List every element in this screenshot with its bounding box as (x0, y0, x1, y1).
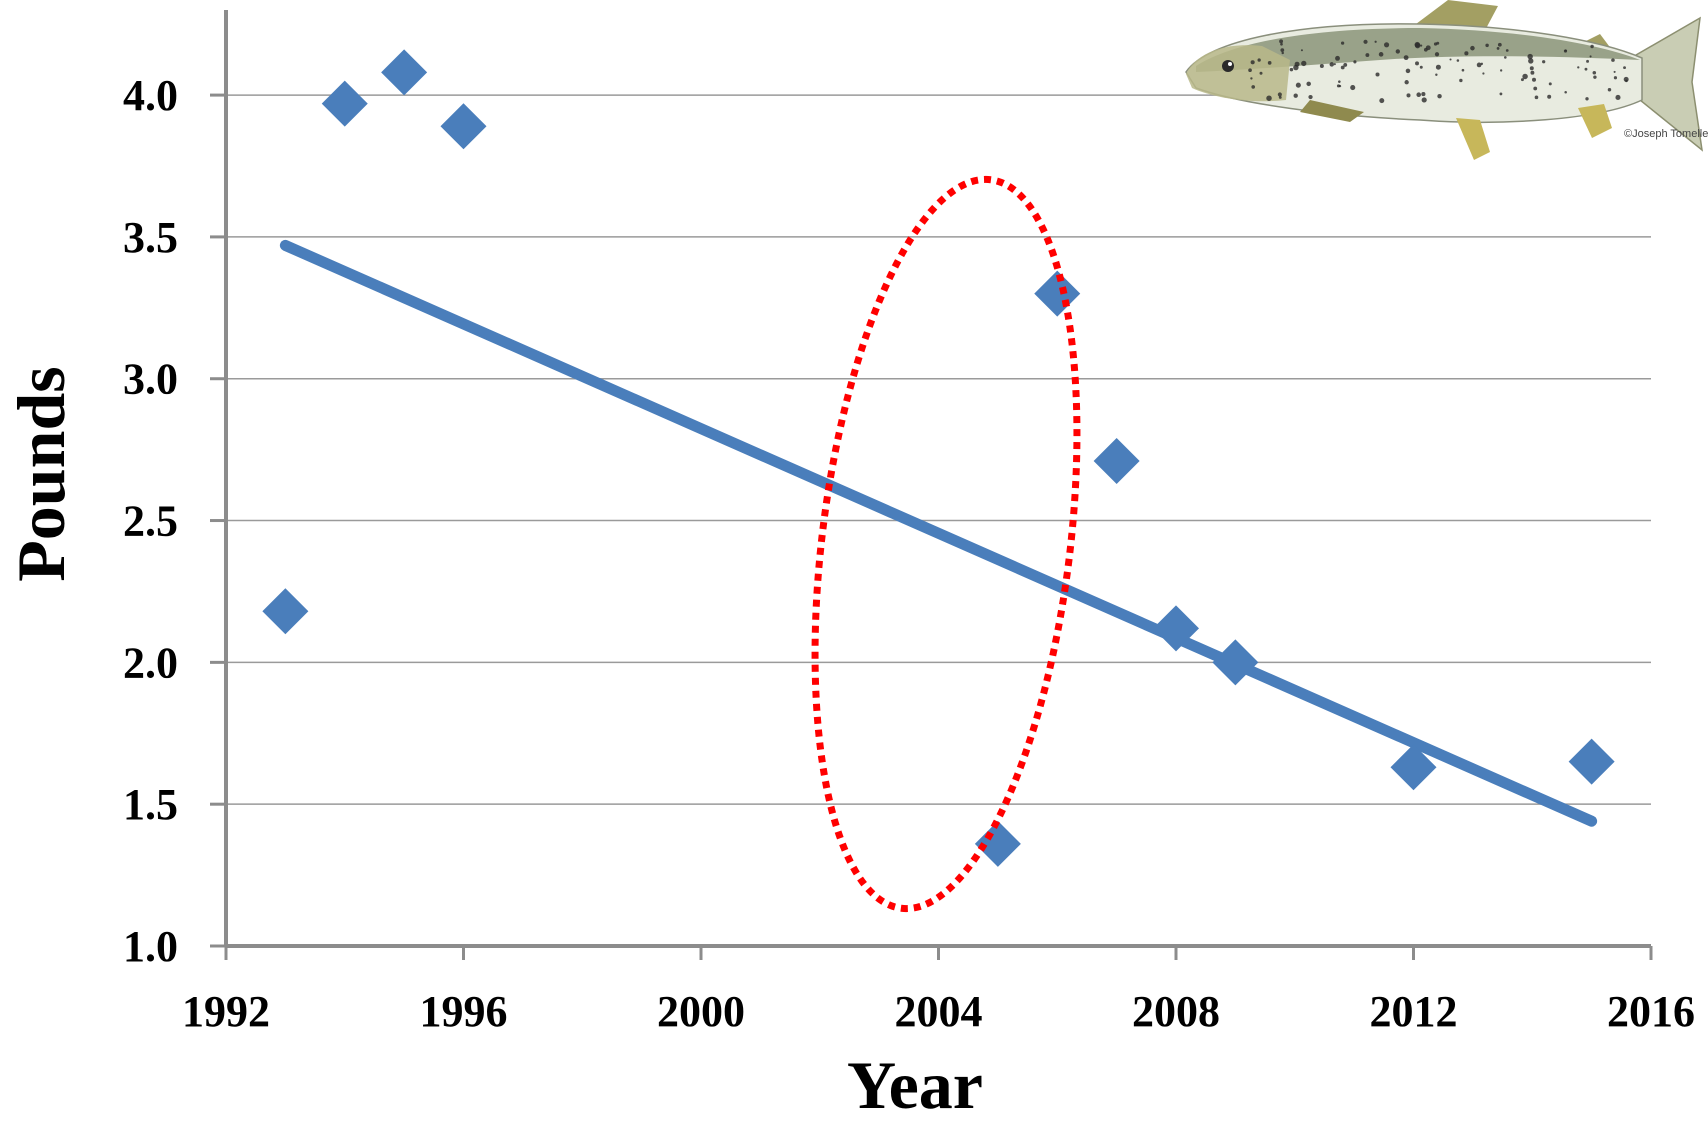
y-tick-label: 1.5 (123, 780, 178, 829)
gridlines (226, 94, 1651, 805)
image-credit: ©Joseph Tomelleri (1624, 128, 1708, 140)
data-point-2012 (1390, 744, 1437, 791)
salmon-anal-fin (1578, 104, 1612, 138)
x-tick-label: 2016 (1607, 987, 1695, 1036)
axis-ticks (210, 93, 1653, 960)
salmon-eye (1222, 60, 1234, 72)
highlight-ellipse (811, 175, 1081, 913)
data-point-1994 (321, 80, 368, 127)
data-point-2008 (1153, 605, 1199, 652)
axes (224, 10, 1651, 948)
x-tick-label: 2000 (657, 987, 745, 1036)
x-tick-label: 2008 (1132, 987, 1220, 1036)
y-tick-label: 4.0 (123, 71, 178, 120)
salmon-head (1186, 45, 1290, 102)
data-point-1993 (262, 588, 309, 635)
x-tick-label: 1996 (420, 987, 508, 1036)
data-point-1996 (440, 103, 487, 150)
salmon-pectoral-fin (1300, 100, 1364, 122)
salmon-back (1196, 28, 1640, 72)
x-axis-title: Year (847, 1047, 983, 1123)
x-tick-label: 2004 (895, 987, 983, 1036)
data-point-1995 (381, 49, 428, 96)
x-tick-label: 2012 (1370, 987, 1458, 1036)
salmon-image: ©Joseph Tomelleri (1185, 0, 1708, 160)
y-tick-label: 2.0 (123, 638, 178, 687)
data-point-2009 (1212, 639, 1259, 686)
y-tick-label: 3.5 (123, 213, 178, 262)
x-tick-label: 1992 (182, 987, 270, 1036)
y-axis-title: Pounds (3, 366, 79, 581)
salmon-pelvic-fin (1456, 118, 1490, 160)
data-point-2007 (1093, 437, 1140, 484)
y-tick-label: 2.5 (123, 497, 178, 546)
data-point-2005 (974, 820, 1021, 867)
y-tick-label: 1.0 (123, 922, 178, 971)
salmon-eye-highlight (1228, 62, 1232, 66)
data-point-2015 (1568, 738, 1615, 785)
tick-labels: 1.0 1.5 2.0 2.5 3.0 3.5 4.0 1992 1996 2000 2004 200… (123, 71, 1695, 1036)
trend-line (279, 239, 1598, 827)
salmon-spots (1248, 39, 1629, 104)
y-tick-label: 3.0 (123, 355, 178, 404)
